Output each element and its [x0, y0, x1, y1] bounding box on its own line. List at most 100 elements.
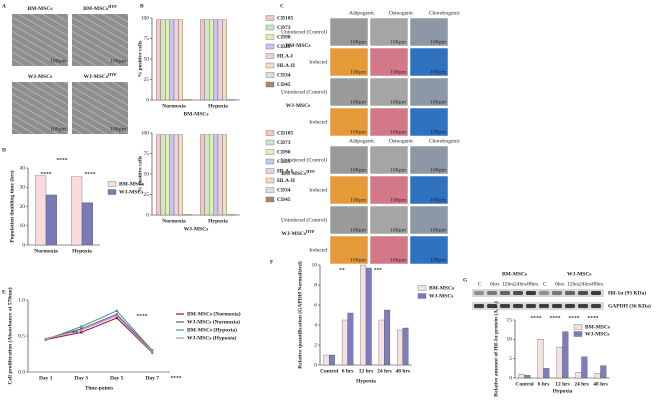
scale-bar-label: 100µm: [390, 99, 406, 105]
bar: [35, 175, 47, 246]
legend-swatch: [265, 15, 275, 21]
image-title-main: WJ-MSCs: [28, 74, 52, 80]
stain-image: [369, 107, 409, 137]
point: [115, 316, 119, 320]
y-tick-label: 0.0: [18, 369, 25, 375]
y-tick-label: 2: [314, 342, 317, 348]
row-label: Uninduced (Control): [281, 88, 327, 95]
lane-label: 12hrs: [567, 281, 579, 287]
group-label: WJ-MSCs: [286, 103, 310, 109]
group-label-main: WJ-MSCs: [286, 103, 310, 109]
legend-label: CD29: [277, 44, 291, 50]
scale-bar-label: 100µm: [430, 227, 446, 233]
row-label: Uninduced (Control): [281, 156, 327, 163]
bar: [402, 327, 409, 366]
legend-swatch: [107, 189, 117, 195]
legend-label: WJ-MSCs: [119, 189, 143, 195]
stain-image: [329, 145, 369, 175]
stain-image: [409, 17, 449, 47]
bar: [329, 354, 335, 366]
point: [150, 350, 154, 354]
point: [79, 325, 83, 328]
y-axis-label: Relative amount of Hif-1α protein (A.U.): [492, 301, 499, 397]
lane-label: 6hrs: [555, 281, 564, 287]
y-tick-label: 8: [314, 282, 317, 288]
band: [565, 291, 575, 295]
scale-bar-label: 100µm: [50, 126, 66, 132]
legend-label: WJ-MSCs (Hypoxia): [187, 334, 237, 341]
y-tick-label: 0: [146, 97, 149, 103]
bar: [575, 372, 582, 379]
bar: [156, 19, 161, 101]
legend-label: HLA-I: [277, 53, 293, 59]
x-tick-label: 48 hrs: [396, 368, 411, 374]
group-label-main: BM-MSCs: [281, 171, 306, 177]
group-label-sup: HYP: [306, 169, 315, 174]
scale-bar-label: 100µm: [390, 227, 406, 233]
stain-image: [409, 107, 449, 137]
micrograph: [12, 14, 68, 66]
legend-swatch: [265, 139, 275, 146]
line: [45, 313, 153, 351]
legend-label: BM-MSCs (Hypoxia): [187, 326, 237, 333]
legend-label: BM-MSCs: [119, 181, 144, 187]
x-tick-label: Hypoxia: [208, 218, 228, 224]
x-axis-label: Hypoxia: [553, 388, 573, 394]
y-tick-label: 6: [314, 302, 317, 308]
bar: [178, 19, 183, 101]
stain-image: [369, 235, 409, 265]
panel-letter: G: [463, 277, 468, 283]
legend-swatch: [107, 181, 117, 187]
bar: [397, 329, 403, 366]
image-title: WJ-MSCsHYP: [84, 72, 117, 80]
y-tick-label: 25: [144, 192, 150, 198]
image-title-main: BM-MSCs: [83, 6, 108, 12]
y-tick-label: 100: [141, 15, 150, 21]
scale-bar-label: 100µm: [430, 167, 446, 173]
bar: [524, 375, 531, 379]
scale-bar-label: 100µm: [390, 257, 406, 263]
point: [115, 314, 119, 318]
bar: [213, 19, 219, 101]
legend-swatch: [573, 331, 583, 337]
image-title: WJ-MSCs: [28, 74, 52, 80]
scale-bar-label: 100µm: [430, 197, 446, 203]
legend-swatch: [265, 24, 275, 31]
legend-swatch: [573, 324, 583, 330]
x-tick-label: Hypoxia: [208, 103, 228, 109]
band: [591, 291, 601, 295]
significance: ****: [531, 315, 542, 321]
legend-label: CD105: [277, 130, 293, 136]
micrograph: [12, 82, 68, 134]
legend-label: CD45: [277, 82, 291, 88]
band: [500, 291, 510, 295]
lane-label: 12hrs: [502, 281, 514, 287]
group-label-main: BM-MSCs: [285, 43, 310, 49]
bar: [81, 202, 93, 246]
band: [487, 304, 497, 308]
bar: [178, 134, 183, 216]
legend-label: CD34: [277, 187, 291, 193]
row-label: Uninduced (Control): [281, 28, 327, 35]
bar: [217, 134, 223, 216]
column-header: Osteogenic: [389, 138, 414, 144]
bar: [594, 373, 601, 379]
band: [500, 304, 510, 308]
significance: **: [72, 330, 78, 336]
legend-swatch: [265, 81, 275, 88]
y-tick-label: 20: [20, 204, 26, 210]
stain-image: [409, 175, 449, 205]
point: [79, 331, 83, 334]
bar: [365, 267, 372, 366]
x-axis-label: Time-points: [85, 385, 113, 391]
legend-label: CD73: [277, 25, 291, 31]
legend-swatch: [265, 130, 275, 136]
x-tick-label: Day 1: [39, 375, 53, 381]
scale-bar-label: 100µm: [390, 197, 406, 203]
stain-image: [409, 145, 449, 175]
y-tick-label: 5: [509, 356, 512, 362]
y-tick-label: 50: [144, 171, 150, 177]
bar: [323, 354, 330, 366]
stain-image: [369, 205, 409, 235]
micrograph: [72, 82, 128, 134]
